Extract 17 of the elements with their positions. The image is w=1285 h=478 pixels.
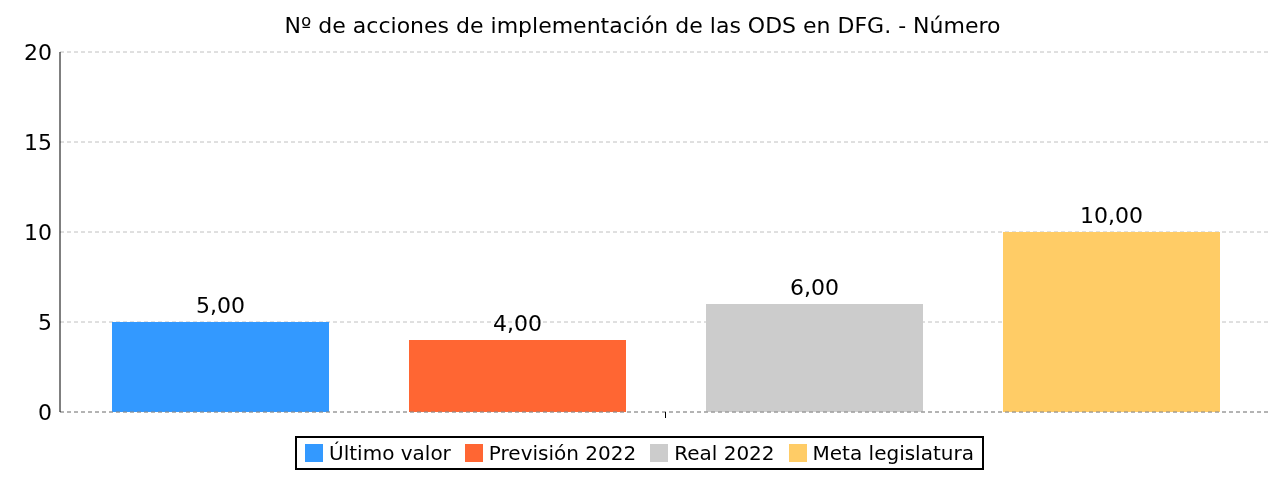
y-tick-label: 15 [24, 129, 52, 155]
bar [112, 322, 329, 412]
legend-label: Real 2022 [674, 441, 775, 465]
legend-label: Previsión 2022 [488, 441, 637, 465]
data-label: 10,00 [1080, 203, 1143, 228]
bar [409, 340, 626, 412]
data-label: 5,00 [196, 293, 245, 318]
data-label: 6,00 [790, 275, 839, 300]
y-tick-label: 5 [38, 309, 52, 335]
y-tick-label: 10 [24, 219, 52, 245]
legend-label: Meta legislatura [812, 441, 974, 465]
legend-label: Último valor [329, 441, 451, 465]
chart-title: Nº de acciones de implementación de las ODS en DFG. - Número [284, 13, 1001, 38]
data-label: 4,00 [493, 311, 542, 336]
y-tick-label: 0 [38, 399, 52, 425]
bar [1003, 232, 1220, 412]
y-tick-label: 20 [24, 39, 52, 65]
